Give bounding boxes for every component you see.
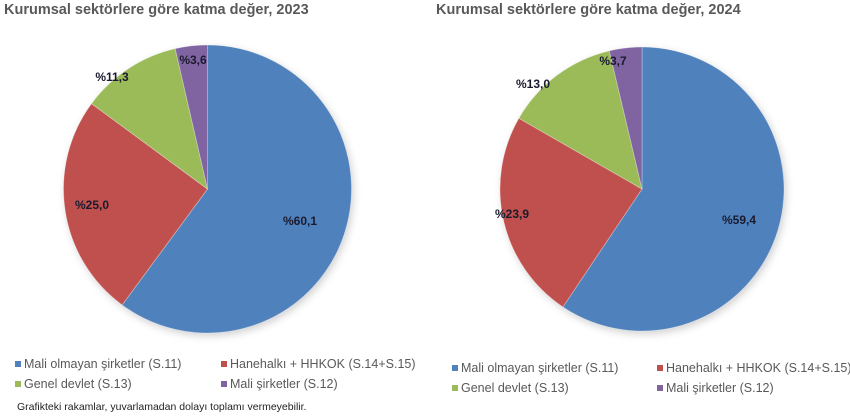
chart-panel-2023: Kurumsal sektörlere göre katma değer, 20… [4, 2, 416, 413]
slice-data-label: %3,6 [179, 53, 207, 67]
legend-swatch-red [221, 361, 227, 367]
footnote: Grafikteki rakamlar, yuvarlamadan dolayı… [17, 401, 307, 413]
legend-label: Hanehalkı + HHKOK (S.14+S.15) [230, 357, 416, 371]
pie-chart-2024: %59,4 %23,9 %13,0 %3,7 [495, 46, 786, 334]
legend-label: Mali olmayan şirketler (S.11) [24, 357, 182, 371]
legend-label: Mali şirketler (S.12) [666, 381, 774, 395]
legend-swatch-purple [657, 385, 663, 391]
pie-chart-2023: %60,1 %25,0 %11,3 %3,6 [63, 44, 354, 336]
legend-item-mali-olmayan: Mali olmayan şirketler (S.11) [452, 361, 618, 375]
slice-genel-devlet [90, 48, 209, 190]
slice-hanehalki [499, 117, 643, 308]
slice-data-label: %11,3 [95, 70, 129, 84]
slice-data-label: %23,9 [495, 207, 529, 221]
slice-data-label: %60,1 [283, 214, 317, 228]
legend-item-mali: Mali şirketler (S.12) [657, 381, 774, 395]
legend-label: Mali olmayan şirketler (S.11) [461, 361, 619, 375]
legend-item-hanehalki: Hanehalkı + HHKOK (S.14+S.15) [657, 361, 850, 375]
slice-mali [174, 44, 208, 190]
chart-title-2023: Kurumsal sektörlere göre katma değer, 20… [4, 2, 309, 18]
slice-data-label: %3,7 [599, 54, 627, 68]
legend-item-mali-olmayan: Mali olmayan şirketler (S.11) [15, 357, 181, 371]
legend-item-genel-devlet: Genel devlet (S.13) [452, 381, 569, 395]
legend-item-mali: Mali şirketler (S.12) [221, 377, 338, 391]
legend-label: Mali şirketler (S.12) [230, 377, 338, 391]
legend-label: Hanehalkı + HHKOK (S.14+S.15) [666, 361, 850, 375]
legend-item-genel-devlet: Genel devlet (S.13) [15, 377, 132, 391]
legend-swatch-purple [221, 381, 227, 387]
slice-data-label: %13,0 [516, 77, 550, 91]
chart-title-2024: Kurumsal sektörlere göre katma değer, 20… [436, 2, 741, 18]
legend-swatch-blue [452, 365, 458, 371]
slice-genel-devlet [518, 50, 643, 190]
legend-label: Genel devlet (S.13) [461, 381, 569, 395]
slice-data-label: %25,0 [75, 198, 109, 212]
legend-item-hanehalki: Hanehalkı + HHKOK (S.14+S.15) [221, 357, 416, 371]
legend-swatch-green [452, 385, 458, 391]
legend-swatch-blue [15, 361, 21, 367]
legend-swatch-green [15, 381, 21, 387]
slice-hanehalki [63, 103, 209, 306]
legend-label: Genel devlet (S.13) [24, 377, 132, 391]
chart-panel-2024: Kurumsal sektörlere göre katma değer, 20… [432, 0, 850, 417]
slice-data-label: %59,4 [722, 213, 756, 227]
slice-mali-olmayan [562, 46, 785, 332]
slice-mali [608, 46, 643, 190]
slice-mali-olmayan [121, 44, 352, 334]
legend-swatch-red [657, 365, 663, 371]
